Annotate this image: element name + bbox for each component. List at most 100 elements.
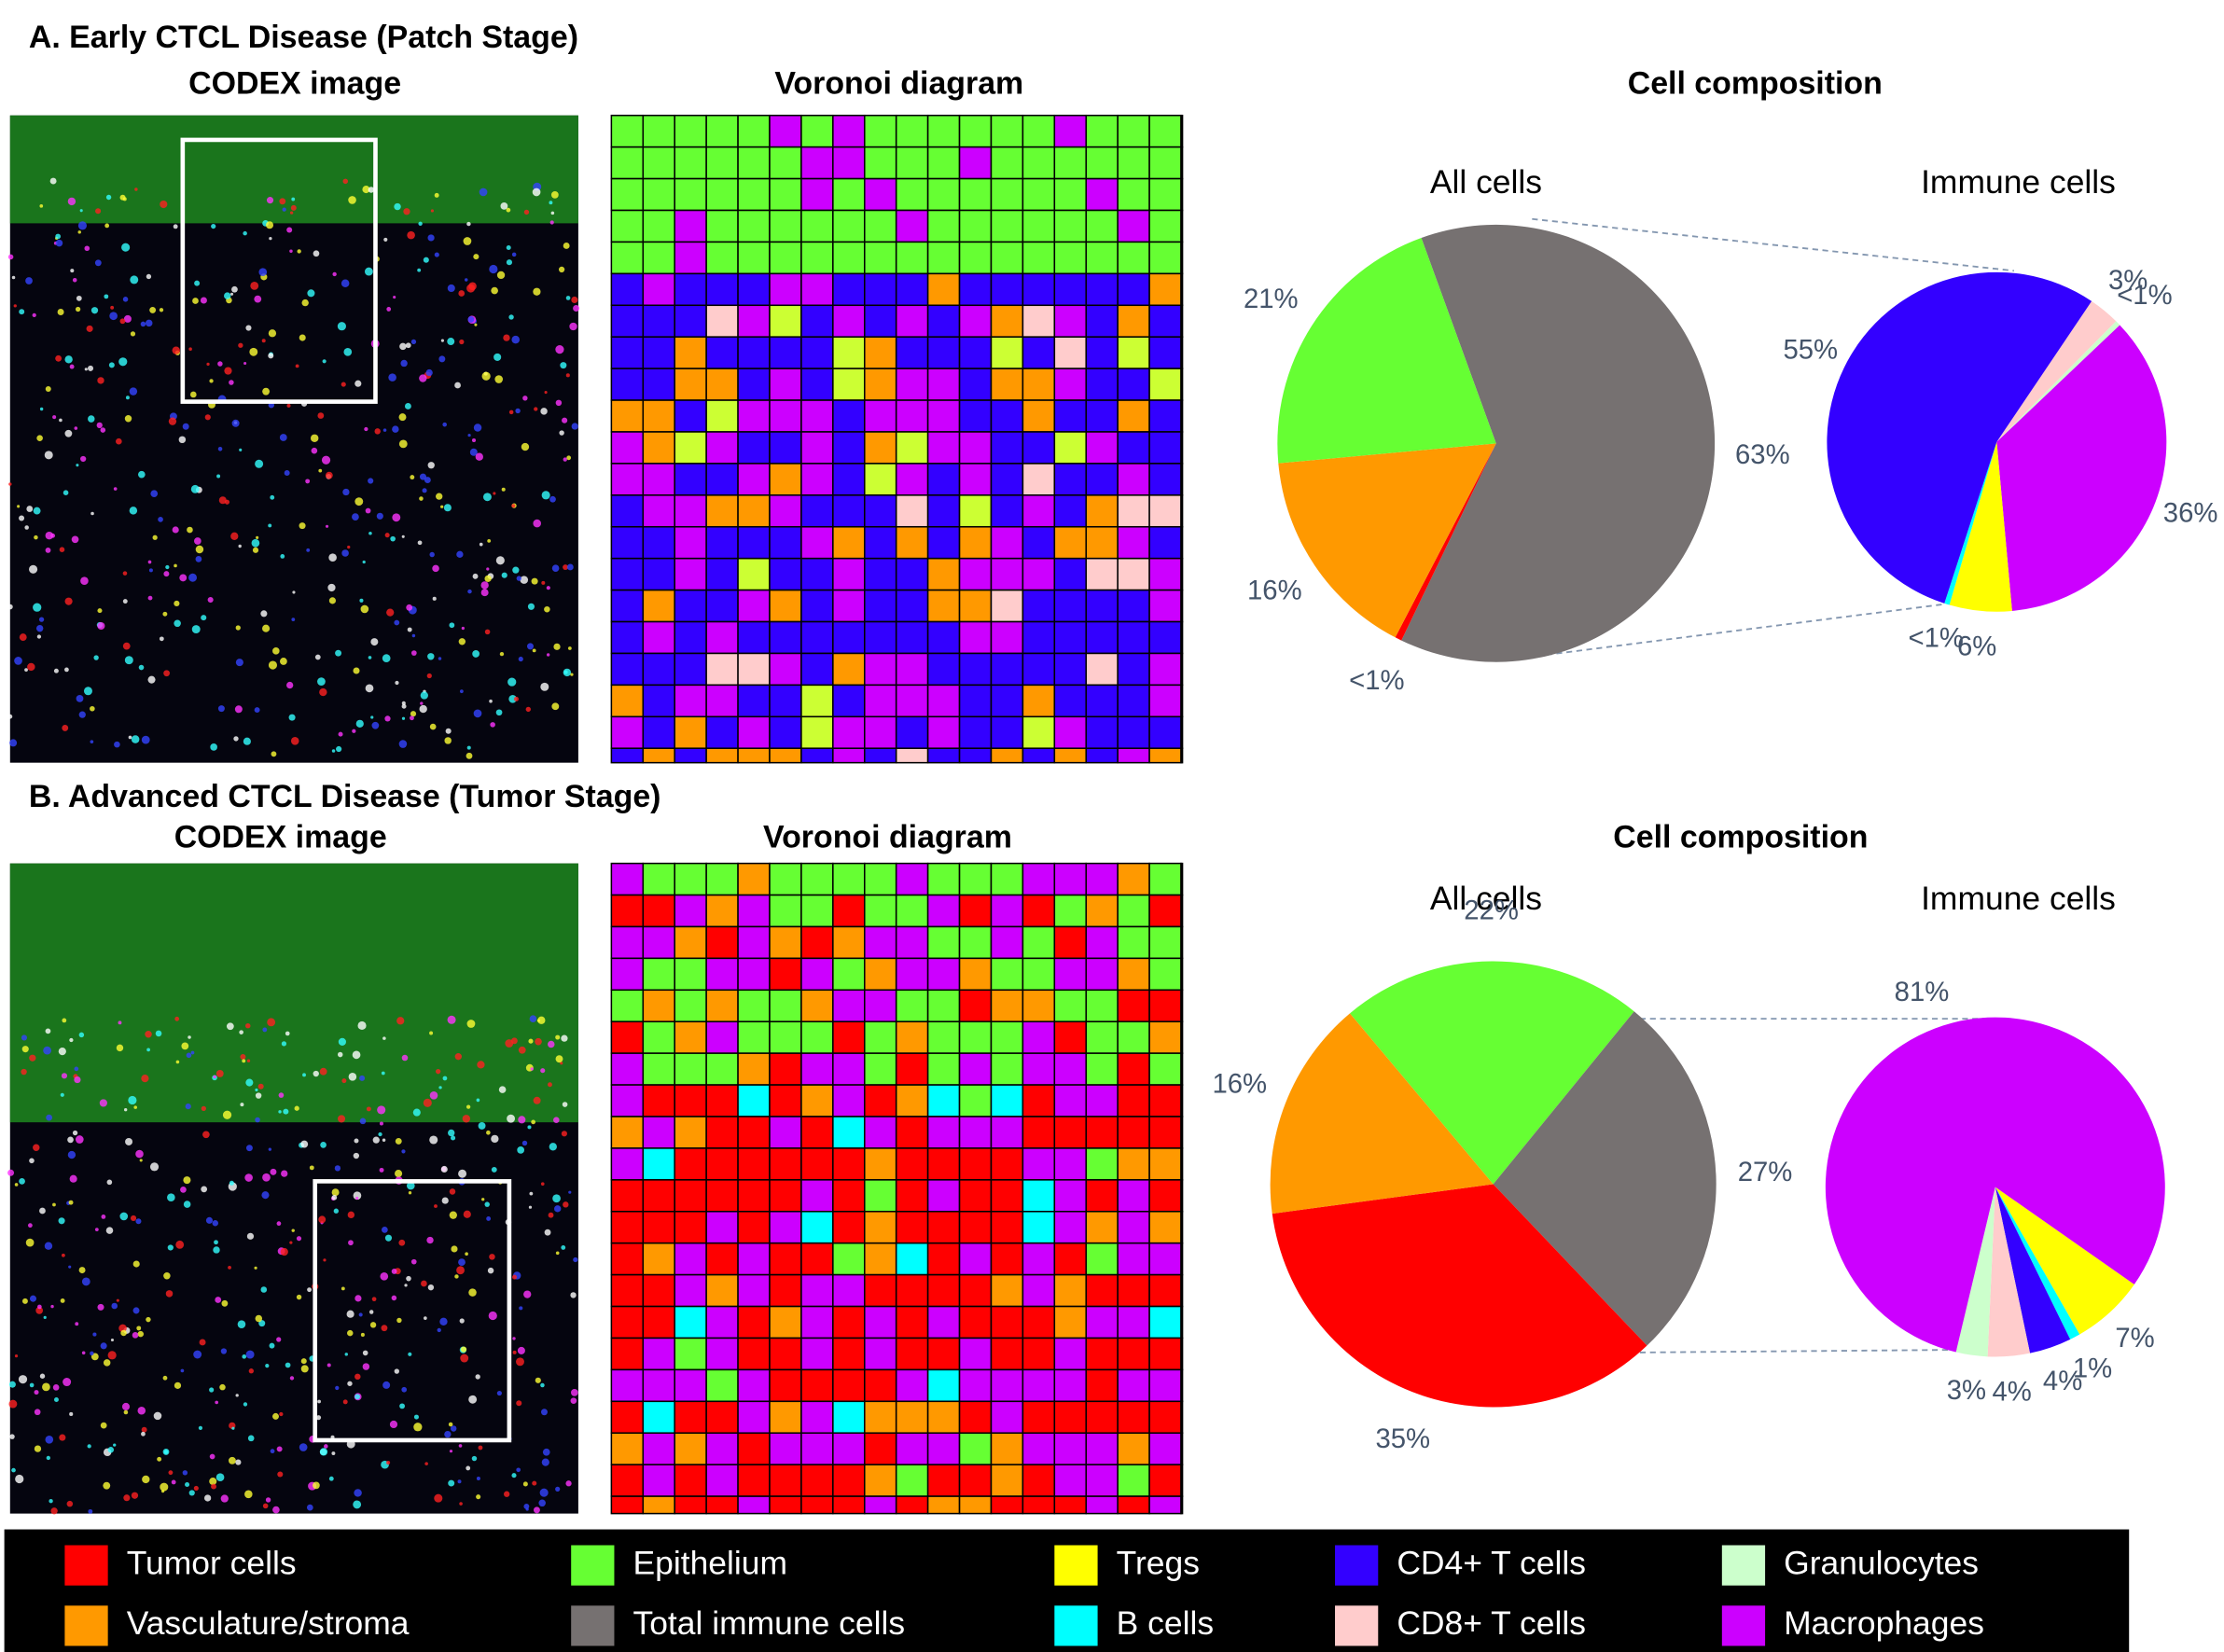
voronoi-cell bbox=[642, 589, 675, 623]
cell-dot bbox=[382, 428, 387, 432]
voronoi-cell bbox=[674, 925, 707, 960]
voronoi-cell bbox=[990, 557, 1024, 591]
cell-dot bbox=[360, 604, 369, 614]
cell-dot bbox=[333, 1208, 339, 1214]
cell-dot bbox=[469, 448, 478, 456]
cell-dot bbox=[240, 1103, 244, 1107]
cell-dot bbox=[511, 504, 516, 508]
cell-dot bbox=[219, 1383, 226, 1391]
cell-dot bbox=[555, 399, 563, 407]
voronoi-cell bbox=[1148, 209, 1182, 243]
cell-dot bbox=[553, 1117, 560, 1123]
voronoi-cell bbox=[990, 1368, 1024, 1403]
cell-dot bbox=[145, 319, 153, 327]
cell-dot bbox=[307, 1287, 313, 1293]
voronoi-cell bbox=[737, 368, 771, 401]
cell-dot bbox=[341, 1286, 345, 1291]
cell-dot bbox=[124, 415, 132, 423]
cell-dot bbox=[137, 1330, 145, 1338]
cell-dot bbox=[229, 292, 234, 296]
cell-dot bbox=[97, 1303, 104, 1311]
cell-dot bbox=[249, 347, 258, 356]
cell-dot bbox=[493, 353, 502, 361]
cell-dot bbox=[382, 654, 391, 663]
voronoi-cell bbox=[800, 209, 834, 243]
voronoi-cell bbox=[1180, 114, 1184, 148]
cell-dot bbox=[427, 1284, 435, 1291]
cell-dot bbox=[160, 1482, 169, 1492]
voronoi-cell bbox=[1053, 1337, 1088, 1371]
voronoi-cell bbox=[1085, 925, 1119, 960]
voronoi-cell bbox=[1053, 272, 1088, 307]
cell-dot bbox=[11, 1467, 16, 1473]
cell-dot bbox=[300, 1365, 309, 1373]
cell-dot bbox=[188, 1490, 195, 1496]
cell-dot bbox=[561, 1131, 567, 1137]
cell-dot bbox=[84, 368, 88, 371]
voronoi-cell bbox=[800, 399, 834, 433]
voronoi-cell bbox=[1180, 1400, 1184, 1435]
voronoi-cell bbox=[769, 894, 802, 928]
cell-dot bbox=[296, 1294, 302, 1300]
cell-dot bbox=[328, 553, 337, 562]
voronoi-cell bbox=[737, 589, 771, 623]
cell-dot bbox=[475, 452, 483, 461]
voronoi-cell bbox=[705, 209, 739, 243]
voronoi-cell bbox=[832, 925, 866, 960]
voronoi-cell bbox=[610, 1210, 645, 1244]
cell-dot bbox=[270, 494, 275, 500]
cell-dot bbox=[58, 1217, 65, 1225]
voronoi-cell bbox=[1180, 1179, 1184, 1213]
cell-dot bbox=[158, 517, 163, 522]
cell-dot bbox=[368, 531, 372, 535]
cell-dot bbox=[217, 447, 223, 451]
cell-dot bbox=[215, 1297, 222, 1303]
cell-dot bbox=[481, 371, 491, 381]
cell-dot bbox=[311, 447, 318, 454]
cell-dot bbox=[377, 1105, 386, 1115]
cell-dot bbox=[540, 1068, 546, 1074]
voronoi-cell bbox=[674, 1305, 707, 1340]
voronoi-cell bbox=[926, 1179, 961, 1213]
voronoi-cell bbox=[1022, 652, 1056, 687]
voronoi-cell bbox=[1117, 463, 1150, 496]
voronoi-cell bbox=[674, 336, 707, 369]
voronoi-cell bbox=[769, 1179, 802, 1213]
cell-dot bbox=[305, 479, 311, 484]
connector bbox=[1546, 604, 1942, 656]
voronoi-cell bbox=[737, 1305, 771, 1340]
voronoi-cell bbox=[769, 1337, 802, 1371]
cell-dot bbox=[167, 1244, 174, 1251]
cell-dot bbox=[477, 1061, 485, 1069]
cell-dot bbox=[425, 368, 433, 377]
cell-dot bbox=[332, 271, 337, 277]
cell-dot bbox=[66, 1500, 74, 1507]
cell-dot bbox=[565, 1480, 572, 1487]
voronoi-cell bbox=[1180, 620, 1184, 655]
voronoi-cell bbox=[1117, 684, 1150, 718]
cell-dot bbox=[9, 739, 18, 747]
voronoi-cell bbox=[769, 463, 802, 496]
cell-dot bbox=[231, 1426, 235, 1430]
cell-dot bbox=[128, 1095, 137, 1105]
pie-title: All cells bbox=[1430, 880, 1542, 917]
cell-dot bbox=[122, 642, 131, 650]
voronoi-cell bbox=[1022, 209, 1056, 243]
voronoi-cell bbox=[895, 1432, 929, 1465]
cell-dot bbox=[285, 1031, 290, 1036]
voronoi-cell bbox=[958, 272, 993, 307]
voronoi-cell bbox=[674, 1116, 707, 1149]
cell-dot bbox=[459, 689, 464, 694]
voronoi-cell bbox=[1117, 1179, 1150, 1213]
cell-dot bbox=[35, 624, 44, 632]
cell-dot bbox=[476, 1494, 481, 1500]
voronoi-cell bbox=[990, 989, 1024, 1022]
cell-dot bbox=[391, 1295, 397, 1301]
cell-dot bbox=[370, 638, 379, 646]
cell-dot bbox=[81, 1277, 90, 1286]
voronoi-cell bbox=[863, 1210, 897, 1244]
voronoi-cell bbox=[1085, 747, 1119, 764]
voronoi-cell bbox=[737, 862, 771, 896]
cell-dot bbox=[64, 355, 73, 364]
voronoi-cell bbox=[674, 1052, 707, 1086]
